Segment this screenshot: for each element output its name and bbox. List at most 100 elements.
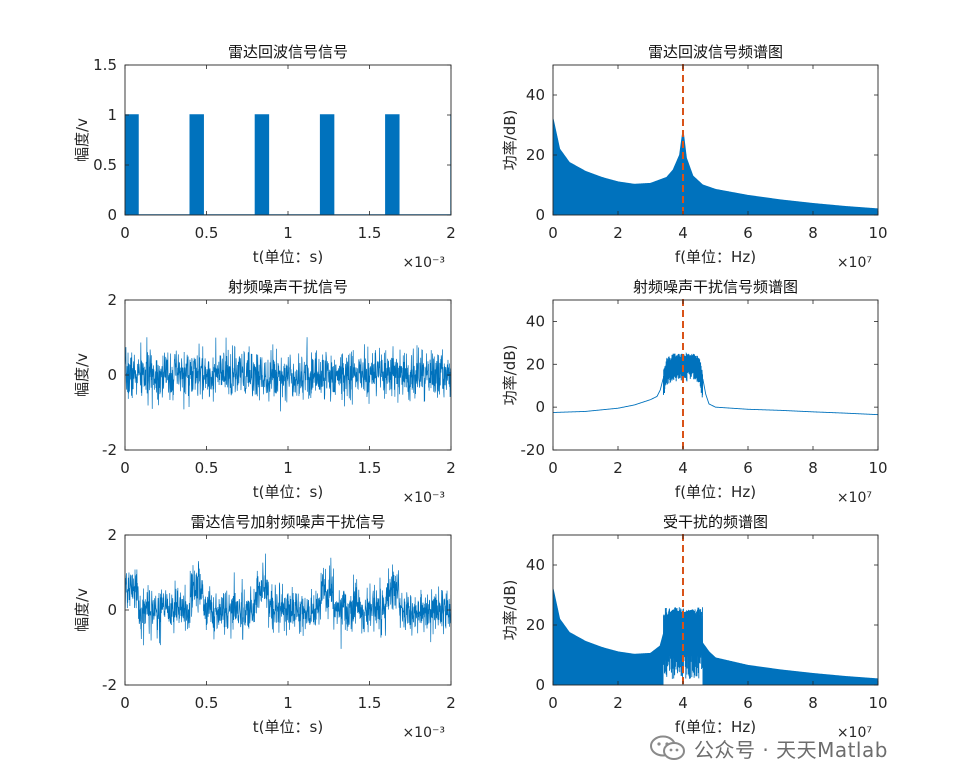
series-line [125, 337, 451, 412]
x-tick-label: 0.5 [195, 224, 219, 242]
subplot-6: 0 2 4 6 8 10 0 20 40 ×10⁷ 受干扰的频谱图 f(单位：Hz) 功率/dB) [501, 513, 888, 741]
plot-marks [553, 588, 878, 685]
x-tick-label: 8 [808, 459, 818, 477]
x-tick-label: 6 [743, 459, 753, 477]
x-tick-label: 6 [743, 694, 753, 712]
x-tick-label: 4 [678, 694, 688, 712]
watermark: 公众号 · 天天Matlab [650, 734, 950, 762]
y-tick-label: 2 [107, 526, 117, 544]
y-axis-label: 幅度/v [73, 118, 91, 162]
spectrum-envelope [553, 118, 878, 210]
x-tick-label: 2 [613, 459, 623, 477]
wechat-icon [650, 735, 685, 760]
x-tick-label: 1.5 [358, 694, 382, 712]
y-tick-label: 40 [526, 556, 545, 574]
axes-frame [552, 534, 879, 686]
subplot-4: 0 2 4 6 8 10-2002040×10⁷射频噪声干扰信号频谱图f(单位：Hz)功率… [501, 278, 888, 506]
chart-title: 射频噪声干扰信号 [228, 278, 348, 296]
y-axis-label: 功率/dB) [501, 110, 519, 171]
y-tick-label: 0 [107, 601, 117, 619]
chart-title: 雷达回波信号信号 [228, 43, 348, 61]
y-tick-label: 0 [107, 206, 117, 224]
y-tick-label: 1 [107, 106, 117, 124]
y-tick-label: 0.5 [93, 156, 117, 174]
axes-frame [552, 299, 879, 451]
x-tick-label: 2 [446, 694, 456, 712]
x-tick-label: 6 [743, 224, 753, 242]
series-line [125, 553, 451, 649]
x-tick-label: 10 [868, 224, 887, 242]
spectrum-fill [553, 119, 878, 215]
x-tick-label: 2 [613, 224, 623, 242]
x-tick-label: 0.5 [195, 694, 219, 712]
y-tick-label: 20 [526, 355, 545, 373]
pulse-4 [320, 115, 334, 215]
pulse-6 [451, 115, 464, 215]
pulse-5 [385, 115, 399, 215]
x-exponent: ×10⁷ [837, 255, 872, 271]
plot-area [553, 300, 878, 450]
subplot-5: 0 0.5 1 1.5 2-202×10⁻³雷达信号加射频噪声干扰信号t(单位：s)幅度… [73, 513, 456, 741]
plot-marks [553, 352, 878, 416]
x-tick-label: 1.5 [358, 224, 382, 242]
x-exponent: ×10⁷ [837, 490, 872, 506]
y-tick-label: 20 [526, 146, 545, 164]
x-axis-label: t(单位：s) [253, 718, 323, 736]
x-tick-label: 0.5 [195, 459, 219, 477]
watermark-text: 公众号 · 天天Matlab [694, 737, 888, 762]
y-tick-label: 1.5 [93, 56, 117, 74]
plot-marks [553, 118, 878, 215]
chart-title: 雷达回波信号频谱图 [648, 43, 783, 61]
y-tick-label: -2 [102, 676, 117, 694]
x-axis-label: t(单位：s) [253, 483, 323, 501]
plot-area [125, 65, 451, 215]
axes-frame [552, 64, 879, 216]
x-tick-label: 2 [446, 224, 456, 242]
y-tick-label: 0 [535, 676, 545, 694]
y-axis-label: 功率/dB) [501, 345, 519, 406]
x-exponent: ×10⁷ [837, 725, 872, 741]
x-tick-label: 1 [283, 224, 293, 242]
subplot-1: 0 0.5 1 1.5 2 0 0.5 1 1.5 ×10⁻³ 雷达回波信号信号 t(单位：s) 幅度/… [73, 43, 464, 271]
x-tick-label: 8 [808, 694, 818, 712]
chart-title: 雷达信号加射频噪声干扰信号 [190, 513, 385, 531]
chart-title: 射频噪声干扰信号频谱图 [633, 278, 798, 296]
y-tick-label: 0 [535, 398, 545, 416]
x-tick-label: 8 [808, 224, 818, 242]
subplot-2: 0 2 4 6 8 10 0 20 40 ×10⁷ 雷达回波信号频谱图 f(单位：Hz) 功率/dB) [501, 43, 888, 271]
pulse-2 [190, 115, 204, 215]
y-tick-label: 2 [107, 291, 117, 309]
x-tick-label: 2 [613, 694, 623, 712]
x-exponent: ×10⁻³ [402, 490, 445, 506]
x-tick-label: 0 [120, 459, 130, 477]
x-axis-label: f(单位：Hz) [675, 718, 756, 736]
y-tick-label: 0 [107, 366, 117, 384]
band-body [663, 353, 703, 398]
x-tick-label: 1 [283, 694, 293, 712]
spectrum-fill [553, 589, 878, 685]
y-tick-label: -2 [102, 441, 117, 459]
x-exponent: ×10⁻³ [402, 725, 445, 741]
series-line [553, 352, 878, 416]
y-tick-label: 20 [526, 616, 545, 634]
y-tick-label: 0 [535, 206, 545, 224]
charts-layer: 0 0.5 1 1.5 200.511.5×10⁻³雷达回波信号信号t(单位：s)幅度/… [73, 43, 888, 741]
x-axis-label: t(单位：s) [253, 248, 323, 266]
y-tick-label: -20 [521, 441, 546, 459]
y-axis-label: 幅度/v [73, 588, 91, 632]
x-tick-label: 4 [678, 459, 688, 477]
y-axis-label: 功率/dB) [501, 580, 519, 641]
x-tick-label: 0 [548, 694, 558, 712]
x-tick-label: 1 [283, 459, 293, 477]
x-axis-label: f(单位：Hz) [675, 483, 756, 501]
x-tick-label: 2 [446, 459, 456, 477]
chart-title: 受干扰的频谱图 [663, 513, 768, 531]
y-axis-label: 幅度/v [73, 353, 91, 397]
x-tick-label: 0 [548, 459, 558, 477]
x-tick-label: 0 [120, 224, 130, 242]
x-tick-label: 10 [868, 459, 887, 477]
x-tick-label: 0 [120, 694, 130, 712]
plot-marks [125, 337, 451, 412]
